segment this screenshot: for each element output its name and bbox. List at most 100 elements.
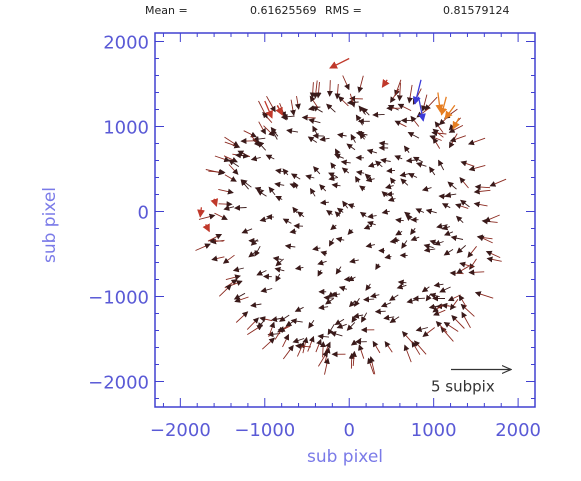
highlight-vector — [381, 78, 390, 88]
field-vector — [473, 201, 488, 208]
axis-tick-labels: −2000 −1000 0 1000 2000 −2000 −1000 0 1000 2000 — [88, 33, 541, 442]
field-vector — [296, 341, 305, 357]
field-vector — [395, 217, 404, 224]
field-vector — [443, 321, 459, 332]
vector-field — [195, 75, 507, 375]
field-vector — [441, 224, 451, 231]
field-vector — [354, 298, 360, 307]
field-vector — [261, 337, 276, 350]
stats-header: Mean = 0.61625569 RMS = 0.81579124 — [0, 2, 581, 22]
field-vector — [433, 309, 446, 316]
field-vector — [275, 273, 281, 282]
field-vector — [294, 306, 304, 312]
field-vector — [407, 132, 420, 139]
field-vector — [381, 191, 389, 198]
field-vector — [403, 145, 410, 153]
field-vector — [305, 174, 315, 181]
rms-value: 0.81579124 — [443, 4, 510, 17]
field-vector — [235, 311, 249, 323]
field-vector — [336, 207, 344, 214]
field-vector — [312, 245, 321, 252]
field-vector — [365, 283, 372, 291]
field-vector — [208, 237, 224, 244]
field-vector — [397, 279, 407, 286]
field-vector — [247, 324, 263, 335]
field-vector — [319, 135, 330, 142]
field-vector — [224, 174, 237, 182]
x-tick-label: 2000 — [495, 420, 541, 441]
field-vector — [407, 173, 418, 179]
field-vector — [254, 186, 265, 193]
field-vector — [334, 83, 341, 100]
field-vector — [421, 286, 430, 293]
field-vector — [342, 75, 350, 91]
field-vector — [367, 357, 375, 375]
field-vector — [223, 205, 235, 211]
field-vector — [214, 212, 228, 220]
field-vector — [443, 249, 454, 256]
field-vector — [228, 164, 239, 175]
field-vector — [257, 318, 266, 329]
highlight-vector — [275, 105, 283, 116]
field-vector — [338, 96, 349, 107]
y-tick-label: −1000 — [88, 288, 149, 309]
field-vector — [224, 141, 241, 149]
plot-frame-rect — [154, 32, 536, 408]
x-tick-label: −1000 — [234, 420, 295, 441]
y-tick-label: 1000 — [103, 118, 149, 139]
field-vector — [293, 181, 299, 189]
field-vector — [289, 99, 296, 116]
field-vector — [282, 218, 292, 225]
field-vector — [394, 120, 407, 128]
field-vector — [195, 243, 211, 251]
field-vector — [410, 115, 420, 127]
highlight-vector — [329, 57, 350, 69]
field-vector — [435, 320, 448, 333]
field-vector — [250, 301, 262, 308]
field-vector — [441, 203, 451, 209]
field-vector — [381, 208, 390, 215]
field-vector — [326, 80, 333, 97]
field-vector — [337, 132, 347, 139]
field-vector — [440, 326, 454, 342]
field-vector — [254, 245, 261, 257]
field-vector — [458, 294, 467, 307]
field-vector — [468, 164, 486, 172]
field-vector — [384, 340, 393, 353]
x-tick-label: 1000 — [411, 420, 457, 441]
field-vector — [456, 265, 469, 274]
field-vector — [467, 137, 486, 146]
field-vector — [326, 103, 336, 113]
field-vector — [282, 344, 294, 360]
highlight-vector — [444, 104, 456, 120]
field-vector — [485, 250, 501, 259]
field-vector — [289, 182, 298, 189]
field-vector — [484, 214, 500, 223]
field-vector — [451, 314, 465, 329]
field-vector — [342, 200, 349, 209]
field-vector — [312, 80, 319, 99]
reference-arrow-label: 5 subpix — [431, 378, 495, 396]
field-vector — [396, 283, 407, 290]
field-vector — [223, 155, 238, 163]
field-vector — [372, 340, 381, 354]
field-vector — [469, 258, 477, 270]
field-vector — [275, 258, 284, 267]
field-vector — [367, 220, 376, 227]
field-vector — [459, 261, 474, 268]
x-tick-label: 0 — [343, 420, 354, 441]
field-vector — [406, 297, 418, 304]
field-vector — [292, 337, 305, 344]
field-vector — [282, 333, 289, 348]
field-vector — [363, 296, 375, 303]
field-vector — [308, 118, 321, 124]
field-vector — [335, 266, 342, 275]
field-vector — [366, 148, 378, 155]
field-vector — [295, 343, 312, 350]
field-vector — [241, 179, 252, 188]
field-vector — [328, 175, 339, 182]
field-vector — [355, 176, 361, 183]
field-vector — [410, 235, 420, 242]
field-vector — [228, 159, 240, 167]
field-vector — [327, 323, 335, 336]
